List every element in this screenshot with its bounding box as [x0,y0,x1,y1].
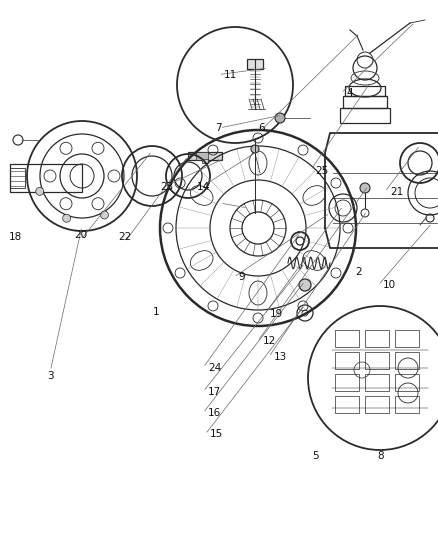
Text: 13: 13 [274,352,287,362]
Bar [335,396,359,413]
Bar [395,374,419,391]
Text: 12: 12 [263,336,276,346]
Text: 11: 11 [223,70,237,79]
Text: 18: 18 [9,232,22,242]
Text: 10: 10 [383,280,396,290]
Bar [395,396,419,413]
Bar [188,152,222,160]
Text: 25: 25 [315,166,328,175]
Text: 20: 20 [74,230,88,239]
Bar [365,330,389,347]
Text: 7: 7 [215,123,221,133]
Text: 22: 22 [118,232,131,242]
Text: 2: 2 [355,267,361,277]
Text: 21: 21 [390,187,403,197]
Bar [10,164,82,192]
Bar [395,352,419,369]
Text: 14: 14 [197,182,210,191]
Circle shape [299,279,311,291]
Bar [247,59,263,69]
Text: 5: 5 [312,451,319,461]
Bar [343,96,387,108]
Text: 6: 6 [258,123,265,133]
Circle shape [36,188,44,196]
Text: 4: 4 [346,88,353,98]
Bar [335,330,359,347]
Text: 9: 9 [239,272,245,282]
Bar [335,374,359,391]
Text: 16: 16 [208,408,221,418]
Bar [10,168,25,188]
Text: 8: 8 [378,451,385,461]
Bar [340,108,390,123]
Bar [196,152,208,160]
Text: 24: 24 [208,363,221,373]
Bar [345,86,385,96]
Text: 15: 15 [210,430,223,439]
Text: 23: 23 [160,182,173,191]
Bar [365,352,389,369]
Bar [365,396,389,413]
Circle shape [100,211,109,219]
Circle shape [251,145,259,153]
Bar [395,330,419,347]
Circle shape [275,113,285,123]
Bar [335,352,359,369]
Text: 19: 19 [269,310,283,319]
Text: 1: 1 [153,307,160,317]
Bar [365,374,389,391]
Circle shape [63,214,71,222]
Bar [202,159,208,163]
Circle shape [360,183,370,193]
Text: 3: 3 [47,371,54,381]
Text: 17: 17 [208,387,221,397]
